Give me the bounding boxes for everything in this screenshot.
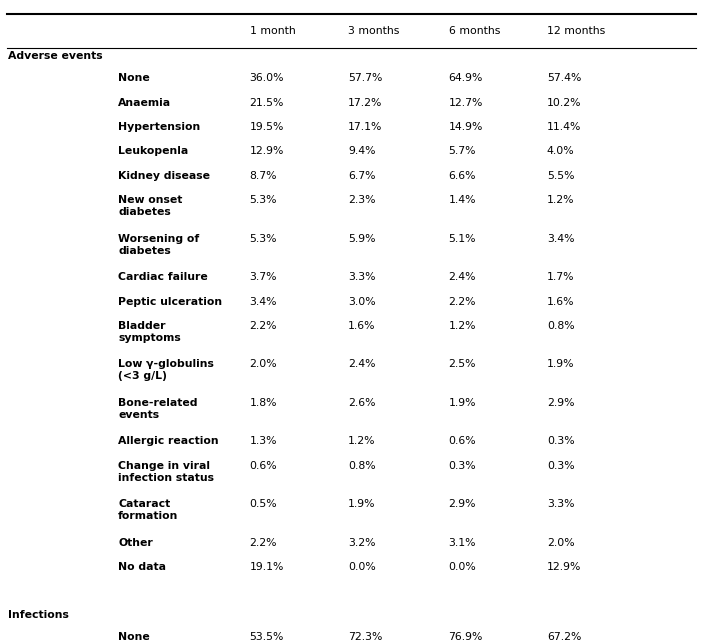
Text: 3 months: 3 months xyxy=(348,26,399,36)
Text: 2.0%: 2.0% xyxy=(547,538,574,548)
Text: 72.3%: 72.3% xyxy=(348,632,382,641)
Text: Allergic reaction: Allergic reaction xyxy=(118,437,219,446)
Text: 1.4%: 1.4% xyxy=(449,195,476,205)
Text: Worsening of
diabetes: Worsening of diabetes xyxy=(118,234,200,256)
Text: None: None xyxy=(118,632,150,641)
Text: 3.1%: 3.1% xyxy=(449,538,476,548)
Text: New onset
diabetes: New onset diabetes xyxy=(118,195,183,217)
Text: 11.4%: 11.4% xyxy=(547,122,581,132)
Text: No data: No data xyxy=(118,562,166,572)
Text: 2.3%: 2.3% xyxy=(348,195,375,205)
Text: 1.9%: 1.9% xyxy=(547,360,574,369)
Text: Low γ-globulins
(<3 g/L): Low γ-globulins (<3 g/L) xyxy=(118,360,214,381)
Text: 5.7%: 5.7% xyxy=(449,146,476,156)
Text: Anaemia: Anaemia xyxy=(118,98,172,107)
Text: 3.0%: 3.0% xyxy=(348,297,375,306)
Text: 8.7%: 8.7% xyxy=(250,171,277,180)
Text: Hypertension: Hypertension xyxy=(118,122,200,132)
Text: 19.1%: 19.1% xyxy=(250,562,284,572)
Text: 5.1%: 5.1% xyxy=(449,234,476,243)
Text: Bone-related
events: Bone-related events xyxy=(118,398,198,420)
Text: Peptic ulceration: Peptic ulceration xyxy=(118,297,222,306)
Text: 2.2%: 2.2% xyxy=(449,297,476,306)
Text: Other: Other xyxy=(118,538,153,548)
Text: 17.2%: 17.2% xyxy=(348,98,382,107)
Text: 1.7%: 1.7% xyxy=(547,272,574,282)
Text: 0.8%: 0.8% xyxy=(348,461,375,471)
Text: 2.2%: 2.2% xyxy=(250,538,277,548)
Text: 14.9%: 14.9% xyxy=(449,122,483,132)
Text: 3.4%: 3.4% xyxy=(547,234,574,243)
Text: 5.5%: 5.5% xyxy=(547,171,574,180)
Text: 2.2%: 2.2% xyxy=(250,321,277,331)
Text: 12 months: 12 months xyxy=(547,26,605,36)
Text: 2.5%: 2.5% xyxy=(449,360,476,369)
Text: Cataract
formation: Cataract formation xyxy=(118,499,179,521)
Text: 0.3%: 0.3% xyxy=(449,461,476,471)
Text: None: None xyxy=(118,73,150,83)
Text: 4.0%: 4.0% xyxy=(547,146,574,156)
Text: 12.9%: 12.9% xyxy=(547,562,581,572)
Text: 5.3%: 5.3% xyxy=(250,195,277,205)
Text: 57.7%: 57.7% xyxy=(348,73,382,83)
Text: 0.0%: 0.0% xyxy=(449,562,476,572)
Text: 1.8%: 1.8% xyxy=(250,398,277,408)
Text: 2.6%: 2.6% xyxy=(348,398,375,408)
Text: 0.5%: 0.5% xyxy=(250,499,277,509)
Text: 5.9%: 5.9% xyxy=(348,234,375,243)
Text: 1.6%: 1.6% xyxy=(348,321,375,331)
Text: 2.9%: 2.9% xyxy=(449,499,476,509)
Text: Change in viral
infection status: Change in viral infection status xyxy=(118,461,214,483)
Text: 0.0%: 0.0% xyxy=(348,562,375,572)
Text: Adverse events: Adverse events xyxy=(8,51,103,61)
Text: 67.2%: 67.2% xyxy=(547,632,581,641)
Text: 2.4%: 2.4% xyxy=(348,360,375,369)
Text: 1.3%: 1.3% xyxy=(250,437,277,446)
Text: 9.4%: 9.4% xyxy=(348,146,375,156)
Text: 1.2%: 1.2% xyxy=(547,195,574,205)
Text: 3.7%: 3.7% xyxy=(250,272,277,282)
Text: 1.2%: 1.2% xyxy=(449,321,476,331)
Text: 10.2%: 10.2% xyxy=(547,98,581,107)
Text: 2.9%: 2.9% xyxy=(547,398,574,408)
Text: 3.3%: 3.3% xyxy=(348,272,375,282)
Text: 6.7%: 6.7% xyxy=(348,171,375,180)
Text: 2.4%: 2.4% xyxy=(449,272,476,282)
Text: 53.5%: 53.5% xyxy=(250,632,284,641)
Text: 36.0%: 36.0% xyxy=(250,73,284,83)
Text: 17.1%: 17.1% xyxy=(348,122,382,132)
Text: Cardiac failure: Cardiac failure xyxy=(118,272,208,282)
Text: 1.9%: 1.9% xyxy=(449,398,476,408)
Text: Leukopenla: Leukopenla xyxy=(118,146,188,156)
Text: 0.3%: 0.3% xyxy=(547,437,574,446)
Text: 3.4%: 3.4% xyxy=(250,297,277,306)
Text: 64.9%: 64.9% xyxy=(449,73,483,83)
Text: 12.9%: 12.9% xyxy=(250,146,284,156)
Text: 21.5%: 21.5% xyxy=(250,98,284,107)
Text: 57.4%: 57.4% xyxy=(547,73,581,83)
Text: 76.9%: 76.9% xyxy=(449,632,483,641)
Text: 1.2%: 1.2% xyxy=(348,437,375,446)
Text: Bladder
symptoms: Bladder symptoms xyxy=(118,321,181,343)
Text: 0.3%: 0.3% xyxy=(547,461,574,471)
Text: 12.7%: 12.7% xyxy=(449,98,483,107)
Text: 6.6%: 6.6% xyxy=(449,171,476,180)
Text: Kidney disease: Kidney disease xyxy=(118,171,210,180)
Text: 0.6%: 0.6% xyxy=(250,461,277,471)
Text: 0.8%: 0.8% xyxy=(547,321,574,331)
Text: Infections: Infections xyxy=(8,610,70,620)
Text: 3.2%: 3.2% xyxy=(348,538,375,548)
Text: 0.6%: 0.6% xyxy=(449,437,476,446)
Text: 1.6%: 1.6% xyxy=(547,297,574,306)
Text: 2.0%: 2.0% xyxy=(250,360,277,369)
Text: 1 month: 1 month xyxy=(250,26,295,36)
Text: 3.3%: 3.3% xyxy=(547,499,574,509)
Text: 19.5%: 19.5% xyxy=(250,122,284,132)
Text: 1.9%: 1.9% xyxy=(348,499,375,509)
Text: 6 months: 6 months xyxy=(449,26,500,36)
Text: 5.3%: 5.3% xyxy=(250,234,277,243)
